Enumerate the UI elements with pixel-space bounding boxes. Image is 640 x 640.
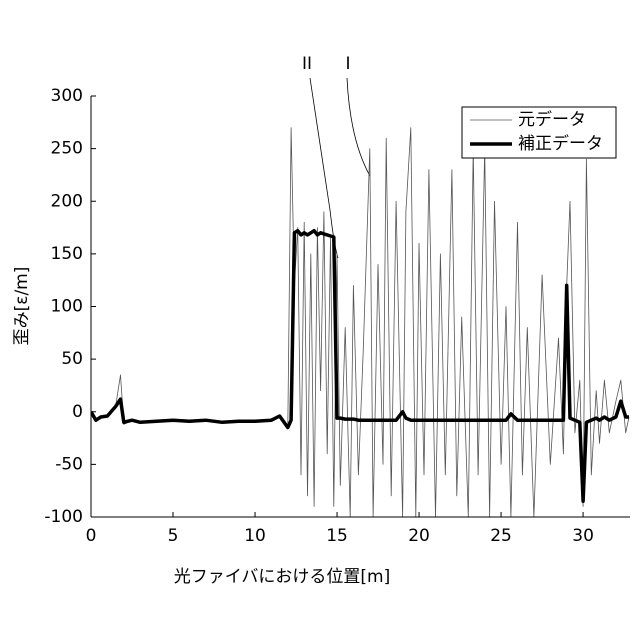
legend: 元データ補正データ (462, 107, 616, 158)
x-tick-label: 25 (490, 526, 512, 546)
y-tick-label: 200 (51, 191, 83, 211)
legend-label: 補正データ (518, 133, 603, 154)
y-tick-label: 250 (51, 139, 83, 159)
y-tick-label: 150 (51, 244, 83, 264)
x-tick-label: 0 (86, 526, 97, 546)
annotation: II (302, 54, 312, 74)
annotation: I (345, 54, 350, 74)
x-tick-label: 15 (326, 526, 348, 546)
y-tick-label: 100 (51, 297, 83, 317)
plot-area (91, 128, 629, 517)
leader-line (347, 78, 370, 176)
y-tick-label: 300 (51, 86, 83, 106)
y-tick-label: -50 (55, 454, 83, 474)
y-tick-label: 0 (72, 402, 83, 422)
data-line (91, 231, 629, 502)
legend-label: 元データ (518, 109, 586, 130)
x-tick-label: 5 (168, 526, 179, 546)
chart: 光ファイバにおける位置[m] 歪み[ε/m] II I 元データ補正データ -1… (0, 0, 640, 640)
x-tick-label: 10 (244, 526, 266, 546)
x-tick-label: 30 (572, 526, 594, 546)
y-axis-label: 歪み[ε/m] (12, 267, 32, 346)
y-tick-label: -100 (44, 507, 83, 527)
y-tick-label: 50 (61, 349, 83, 369)
x-tick-label: 20 (408, 526, 430, 546)
x-axis-label: 光ファイバにおける位置[m] (174, 567, 390, 587)
data-line (91, 128, 629, 517)
